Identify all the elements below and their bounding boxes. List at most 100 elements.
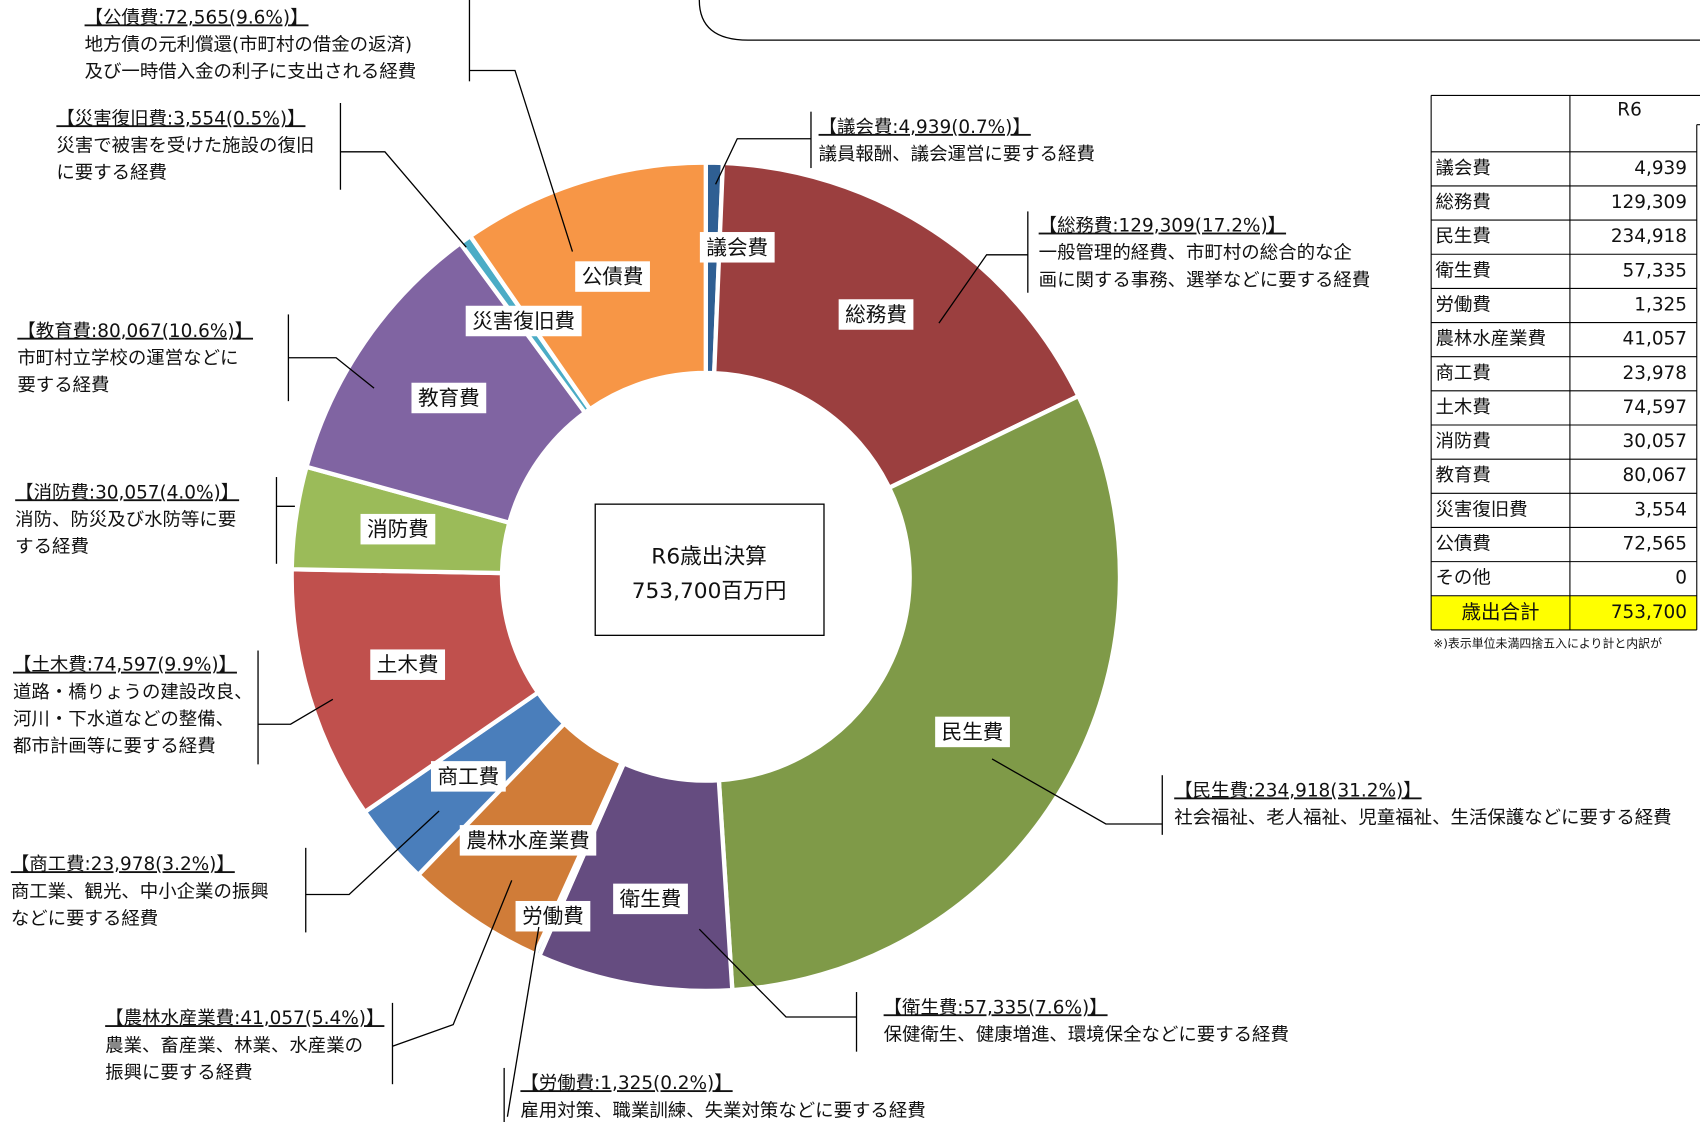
- table-cell: 消防費: [1435, 431, 1490, 452]
- slice-label: 議会費: [706, 235, 768, 259]
- table-cell: 教育費: [1435, 465, 1490, 486]
- callout-text: 地方債の元利償還(市町村の借金の返済): [85, 35, 413, 56]
- slice-label-box: [360, 513, 436, 545]
- table-total-value: 753,700: [1611, 602, 1687, 623]
- slice-label-box: [575, 261, 650, 292]
- leader-line: [991, 758, 1163, 825]
- callout-text: 画に関する事務、選挙などに要する経費: [1039, 270, 1371, 291]
- table-cell: 商工費: [1435, 363, 1490, 384]
- slice-label: 衛生費: [620, 887, 682, 911]
- table-cell: 土木費: [1435, 397, 1490, 418]
- leader-line: [305, 810, 440, 896]
- table-cell: 57,335: [1623, 260, 1687, 281]
- table-cell: 災害復旧費: [1435, 499, 1527, 520]
- callout-text: 商工業、観光、中小企業の振興: [11, 881, 269, 902]
- table-header: R6: [1617, 100, 1642, 121]
- slice-label-box: [515, 900, 591, 932]
- table-cell: 30,057: [1623, 431, 1687, 452]
- table-cell: 労働費: [1435, 294, 1490, 315]
- leader-line: [469, 69, 574, 252]
- callout-text: する経費: [15, 537, 89, 558]
- callout-text: 社会福祉、老人福祉、児童福祉、生活保護などに要する経費: [1174, 808, 1671, 829]
- slice-label-box: [411, 382, 487, 414]
- callout-text: 要する経費: [17, 375, 109, 396]
- callout-heading: 【衛生費:57,335(7.6%)】: [884, 997, 1108, 1018]
- table-total-label: 歳出合計: [1462, 600, 1540, 623]
- table-cell: 74,597: [1623, 397, 1687, 418]
- table-cell: 3,554: [1634, 499, 1687, 520]
- table-cell: 23,978: [1623, 363, 1687, 384]
- callout-text: 消防、防災及び水防等に要: [15, 509, 236, 530]
- callout-heading: 【労働費:1,325(0.2%)】: [520, 1073, 732, 1094]
- slice-label: 土木費: [377, 653, 439, 677]
- callout-heading: 【消防費:30,057(4.0%)】: [15, 482, 239, 503]
- callout-heading: 【土木費:74,597(9.9%)】: [13, 655, 237, 676]
- callout-text: 振興に要する経費: [105, 1062, 252, 1083]
- slice-label-box: [699, 232, 775, 263]
- slice-label: 農林水産業費: [466, 828, 589, 852]
- callout-text: 議員報酬、議会運営に要する経費: [819, 144, 1095, 165]
- slice-label: 公債費: [582, 265, 644, 289]
- total-row-bg: [1431, 595, 1697, 630]
- table-cell: 41,057: [1623, 329, 1687, 350]
- slice-label: 教育費: [418, 386, 480, 410]
- callout-text: 災害で被害を受けた施設の復旧: [56, 135, 314, 156]
- slice-label: 災害復旧費: [472, 309, 575, 333]
- callout-text: 市町村立学校の運営などに: [17, 348, 238, 369]
- slice-label-box: [465, 305, 582, 337]
- callout-heading: 【商工費:23,978(3.2%)】: [11, 854, 235, 875]
- frame-line: [698, 0, 1700, 41]
- leader-line: [288, 357, 375, 389]
- center-box: [594, 503, 825, 636]
- table-cell: 総務費: [1435, 192, 1490, 213]
- leader-line: [392, 880, 513, 1047]
- slice-label: 商工費: [437, 764, 499, 788]
- slice: [289, 567, 542, 815]
- callout-text: 河川・下水道などの整備、: [13, 709, 234, 730]
- slice-label: 民生費: [942, 720, 1004, 744]
- callout-heading: 【総務費:129,309(17.2%)】: [1039, 216, 1286, 237]
- center-title: R6歳出決算: [651, 544, 767, 569]
- slice-label-box: [838, 299, 914, 330]
- table-cell: 民生費: [1435, 226, 1490, 247]
- callout-text: 雇用対策、職業訓練、失業対策などに要する経費: [520, 1100, 925, 1121]
- table-cell: 72,565: [1623, 534, 1687, 555]
- table-cell: 80,067: [1623, 465, 1687, 486]
- leader-line: [938, 254, 1028, 324]
- table-cell: 農林水産業費: [1435, 329, 1546, 350]
- leader-line: [258, 698, 334, 725]
- callout-heading: 【農林水産業費:41,057(5.4%)】: [105, 1008, 384, 1029]
- slice-label-box: [370, 649, 446, 680]
- slice-label-box: [613, 883, 688, 915]
- slice-label: 消防費: [367, 517, 429, 541]
- callout-heading: 【教育費:80,067(10.6%)】: [17, 321, 253, 342]
- leader-line: [714, 138, 811, 185]
- leader-line: [340, 151, 467, 248]
- slice-label-box: [430, 761, 506, 792]
- slice-label-box: [459, 825, 597, 856]
- callout-text: に要する経費: [56, 162, 167, 183]
- callout-heading: 【議会費:4,939(0.7%)】: [819, 117, 1031, 138]
- slice-label: 労働費: [522, 904, 584, 928]
- callout-text: 道路・橋りょうの建設改良、: [13, 682, 252, 703]
- callout-text: 及び一時借入金の利子に支出される経費: [85, 62, 417, 83]
- center-total: 753,700百万円: [632, 579, 787, 604]
- callout-text: 一般管理的経費、市町村の総合的な企: [1039, 243, 1352, 264]
- slice-label-box: [935, 716, 1010, 748]
- leader-line: [506, 926, 540, 1117]
- leader-line: [698, 928, 857, 1018]
- callout-heading: 【民生費:234,918(31.2%)】: [1174, 780, 1421, 801]
- slice-label: 総務費: [845, 303, 907, 327]
- table-cell: 234,918: [1611, 226, 1687, 247]
- callout-heading: 【災害復旧費:3,554(0.5%)】: [56, 108, 305, 129]
- table-cell: 1,325: [1634, 294, 1687, 315]
- callout-text: などに要する経費: [11, 908, 158, 929]
- callout-heading: 【公債費:72,565(9.6%)】: [85, 7, 309, 28]
- table-cell: その他: [1435, 568, 1490, 589]
- table-cell: 衛生費: [1435, 260, 1490, 281]
- table-cell: 129,309: [1611, 192, 1687, 213]
- callout-text: 都市計画等に要する経費: [13, 736, 216, 757]
- table-cell: 公債費: [1435, 534, 1490, 555]
